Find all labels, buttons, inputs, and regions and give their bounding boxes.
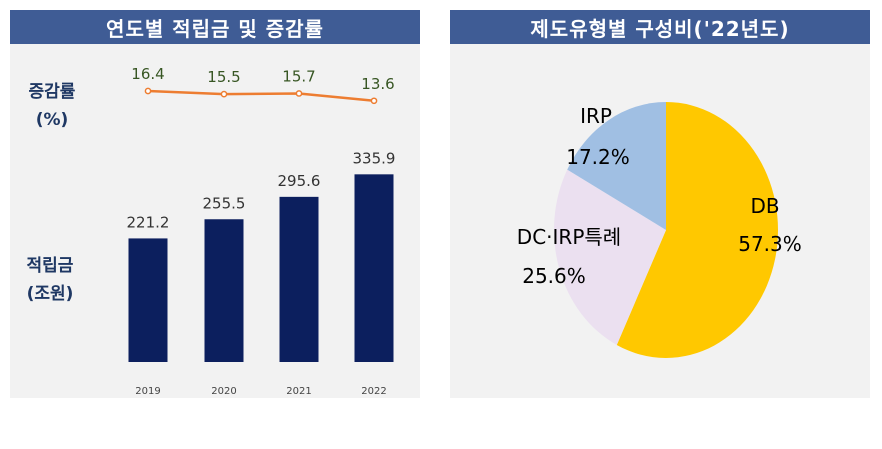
reserve-label: 적립금 (조원) bbox=[18, 252, 82, 308]
growth-rate-line bbox=[147, 89, 375, 103]
x-tick-label-2022: 2022 bbox=[361, 386, 386, 397]
pie-value-label-irp: 17.2% bbox=[566, 145, 630, 169]
plan-type-pie-chart: DB 57.3% DC·IRP특례 25.6% IRP 17.2% bbox=[517, 102, 802, 358]
pie-value-label-dc-irp: 25.6% bbox=[522, 264, 586, 288]
left-panel: 연도별 적립금 및 증감률 증감률 (%) 적립금 (조원) 221.2 2019… bbox=[10, 10, 420, 398]
growth-rate-label-2022: 13.6 bbox=[361, 75, 394, 93]
bar-2021 bbox=[279, 196, 319, 362]
pie-label-dc-irp: DC·IRP특례 bbox=[517, 225, 621, 249]
x-tick-label-2019: 2019 bbox=[135, 386, 160, 397]
pie-label-irp: IRP bbox=[580, 104, 612, 128]
growth-rate-label-2020: 15.5 bbox=[207, 68, 240, 86]
growth-rate-label-line1: 증감률 bbox=[28, 82, 76, 102]
pie-value-label-db: 57.3% bbox=[738, 232, 802, 256]
bar-2020 bbox=[204, 219, 244, 362]
pie-label-db: DB bbox=[750, 194, 779, 218]
growth-rate-label-line2: (%) bbox=[35, 110, 69, 130]
pie-slice-irp bbox=[567, 102, 666, 230]
reserve-label-line1: 적립금 bbox=[26, 256, 74, 276]
x-tick-label-2021: 2021 bbox=[286, 386, 311, 397]
bar-2022 bbox=[354, 174, 394, 362]
growth-rate-label-2021: 15.7 bbox=[282, 67, 315, 85]
growth-rate-point-2020 bbox=[220, 90, 228, 98]
pie-slice-db bbox=[616, 102, 778, 358]
bar-value-label-2022: 335.9 bbox=[353, 149, 396, 167]
bar-value-label-2020: 255.5 bbox=[203, 194, 246, 212]
reserve-growth-chart: 221.2 2019 255.5 2020 295.6 2021 335.9 2022 16.4… bbox=[127, 65, 396, 397]
x-tick-label-2020: 2020 bbox=[211, 386, 236, 397]
growth-rate-point-2019 bbox=[144, 87, 152, 95]
growth-rate-label-2019: 16.4 bbox=[131, 65, 164, 83]
pie-slice-dc-irp bbox=[554, 169, 666, 345]
bar-value-label-2019: 221.2 bbox=[127, 213, 170, 231]
right-panel-header: 제도유형별 구성비('22년도) bbox=[450, 10, 870, 44]
left-panel-header: 연도별 적립금 및 증감률 bbox=[10, 10, 420, 44]
right-panel: 제도유형별 구성비('22년도) DB 57.3% DC·IRP특례 25.6% IRP… bbox=[450, 10, 870, 398]
growth-rate-point-2022 bbox=[370, 97, 378, 105]
growth-rate-point-2021 bbox=[295, 90, 303, 97]
reserve-label-line2: (조원) bbox=[26, 284, 74, 304]
growth-rate-label: 증감률 (%) bbox=[22, 78, 82, 134]
bar-2019 bbox=[128, 238, 168, 362]
bar-value-label-2021: 295.6 bbox=[278, 172, 321, 190]
